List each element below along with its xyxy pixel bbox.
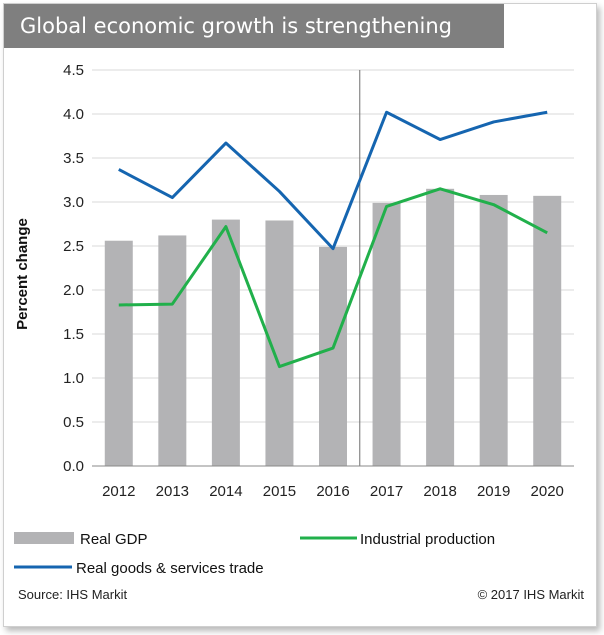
line-industrial-production <box>118 187 548 369</box>
bar-real-gdp-2019 <box>479 194 508 466</box>
bar-real-gdp-2016 <box>319 246 347 466</box>
chart-card: Global economic growth is strengthening … <box>3 3 597 627</box>
y-tick-label: 0.0 <box>63 458 84 475</box>
bar-real-gdp-2018 <box>426 188 455 467</box>
x-tick-label: 2020 <box>531 483 564 500</box>
y-tick-label: 3.0 <box>63 194 84 211</box>
x-tick-label: 2019 <box>477 483 510 500</box>
legend: Real GDP Industrial production Real good… <box>14 531 495 577</box>
y-tick-label: 0.5 <box>63 414 84 431</box>
y-tick-label: 2.0 <box>63 282 84 299</box>
x-tick-label: 2016 <box>316 483 349 500</box>
y-tick-label: 1.5 <box>63 326 84 343</box>
source-note: Source: IHS Markit <box>18 587 127 602</box>
y-tick-label: 4.0 <box>63 106 84 123</box>
x-tick-label: 2018 <box>423 483 456 500</box>
x-tick-label: 2015 <box>263 483 296 500</box>
bar-real-gdp-2020 <box>533 195 562 466</box>
bar-real-gdp-2013 <box>158 235 187 466</box>
legend-label-real-gdp: Real GDP <box>80 531 148 548</box>
bar-real-gdp-2012 <box>104 240 133 466</box>
chart-title: Global economic growth is strengthening <box>4 4 504 48</box>
y-tick-label: 1.0 <box>63 370 84 387</box>
y-tick-labels: 0.0 0.5 1.0 1.5 2.0 2.5 3.0 3.5 4.0 4.5 <box>63 62 84 475</box>
x-tick-label: 2012 <box>102 483 135 500</box>
x-tick-labels: 2012 2013 2014 2015 2016 2017 2018 2019 2020 <box>102 483 564 500</box>
line-real-goods-services-trade <box>118 110 548 251</box>
x-tick-label: 2013 <box>156 483 189 500</box>
y-tick-label: 2.5 <box>63 238 84 255</box>
copyright-note: © 2017 IHS Markit <box>478 587 585 602</box>
y-tick-label: 3.5 <box>63 150 84 167</box>
legend-swatch-real-gdp <box>14 532 74 544</box>
chart-svg: 0.00.51.01.52.02.53.03.54.04.5 2012 2013 2… <box>14 62 585 602</box>
bar-real-gdp-2017 <box>372 202 401 466</box>
lines <box>118 110 548 369</box>
legend-label-real-goods-services-trade: Real goods & services trade <box>76 560 264 577</box>
x-tick-label: 2014 <box>209 483 242 500</box>
legend-label-industrial-production: Industrial production <box>360 531 495 548</box>
y-tick-label: 4.5 <box>63 62 84 79</box>
x-tick-label: 2017 <box>370 483 403 500</box>
y-axis-label: Percent change <box>14 218 31 330</box>
bars <box>104 188 562 467</box>
bar-real-gdp-2014 <box>211 219 240 466</box>
